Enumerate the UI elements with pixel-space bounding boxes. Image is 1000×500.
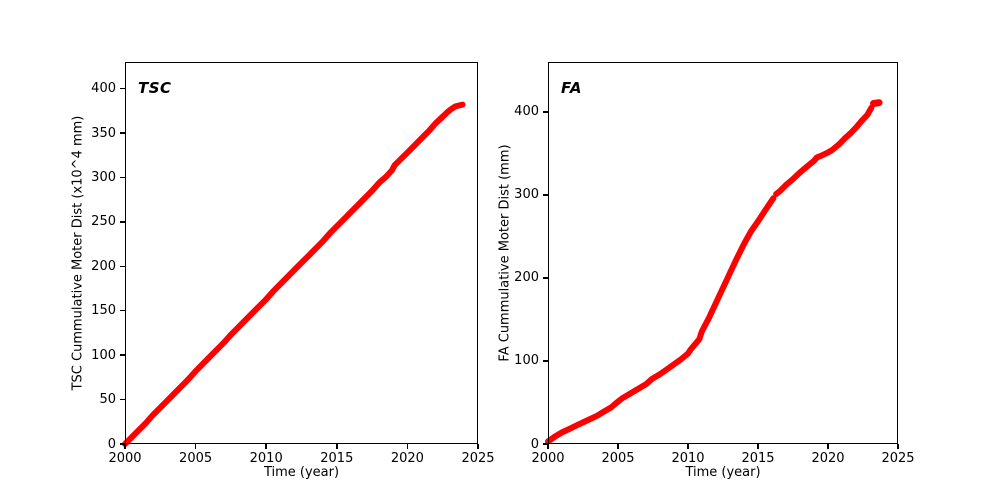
x-tick	[194, 444, 197, 449]
tsc-annotation: TSC	[138, 79, 172, 97]
y-tick-label: 300	[91, 169, 116, 185]
x-tick	[336, 444, 338, 449]
y-tick	[543, 443, 548, 445]
x-tick	[757, 444, 759, 449]
x-tick-label: 2000	[531, 451, 565, 466]
x-tick-label: 2000	[108, 451, 142, 466]
y-tick	[120, 132, 125, 134]
x-tick	[547, 444, 549, 449]
y-tick	[543, 277, 548, 279]
x-tick	[827, 444, 829, 449]
x-tick	[897, 444, 899, 449]
y-tick	[120, 176, 125, 179]
x-tick-label: 2020	[390, 451, 424, 466]
y-tick	[543, 194, 548, 196]
y-tick	[120, 87, 125, 90]
x-tick-label: 2020	[811, 451, 845, 466]
x-tick-label: 2015	[320, 451, 354, 466]
y-tick-label: 300	[514, 187, 539, 203]
x-tick-label: 2025	[461, 451, 495, 466]
x-tick-label: 2010	[249, 451, 283, 466]
x-tick	[477, 444, 479, 449]
x-tick-label: 2015	[741, 451, 775, 466]
x-tick-label: 2025	[881, 451, 915, 466]
y-tick-label: 400	[91, 81, 116, 97]
y-tick	[120, 443, 125, 445]
x-tick	[265, 444, 267, 449]
y-tick-label: 200	[514, 270, 539, 286]
fa-y-axis-label: FA Cummulative Moter Dist (mm)	[497, 144, 513, 362]
x-tick	[617, 444, 619, 449]
fa-subplot: FA 2000 2005 2010 2015 2020 2025 0 100 200 300 400	[514, 62, 915, 466]
tsc-subplot: TSC 2000 2005 2010 2015 2020 2025 0 50 100 150 200…	[91, 62, 495, 466]
tsc-curve	[122, 101, 466, 447]
y-tick-label: 0	[107, 436, 116, 452]
fa-cumulative-distance	[773, 104, 875, 197]
y-tick-label: 400	[514, 104, 539, 120]
y-tick-label: 150	[91, 303, 116, 319]
y-tick	[120, 265, 125, 268]
y-tick-label: 50	[99, 392, 116, 408]
x-tick	[124, 444, 126, 449]
fa-curve	[545, 99, 883, 445]
y-tick	[543, 360, 548, 362]
tsc-cumulative-distance	[122, 101, 466, 447]
x-tick	[687, 444, 689, 449]
y-tick-label: 250	[91, 214, 116, 230]
fa-cumulative-distance	[545, 195, 777, 445]
x-tick-label: 2005	[179, 451, 213, 466]
y-tick-label: 0	[530, 436, 539, 452]
y-tick	[120, 309, 125, 312]
fa-x-axis-label: Time (year)	[685, 465, 761, 480]
fa-annotation: FA	[561, 79, 582, 97]
x-tick-label: 2005	[601, 451, 635, 466]
y-tick	[120, 398, 125, 401]
fa-cumulative-distance	[870, 99, 883, 107]
tsc-x-axis-label: Time (year)	[263, 465, 340, 480]
y-tick-label: 100	[514, 353, 539, 369]
y-tick-label: 100	[91, 347, 116, 363]
y-tick	[543, 111, 548, 113]
y-tick	[120, 354, 125, 356]
y-tick-label: 350	[91, 125, 116, 141]
y-tick-label: 200	[91, 258, 116, 274]
x-tick	[406, 444, 409, 449]
y-tick	[120, 221, 125, 223]
x-tick-label: 2010	[671, 451, 705, 466]
